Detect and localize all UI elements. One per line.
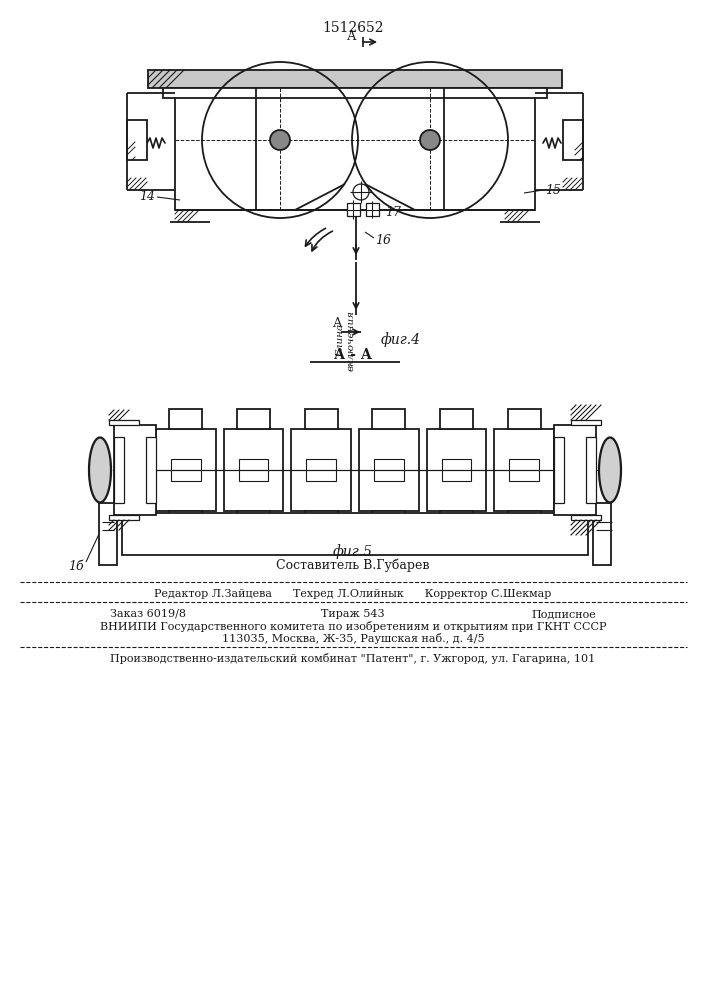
Text: ВНИИПИ Государственного комитета по изобретениям и открытиям при ГКНТ СССР: ВНИИПИ Государственного комитета по изоб… <box>100 621 606 632</box>
Text: 14: 14 <box>139 190 155 204</box>
Text: А: А <box>347 29 357 42</box>
Bar <box>440 511 473 531</box>
Bar <box>127 120 147 160</box>
Bar <box>442 459 472 481</box>
Text: Тираж 543: Тираж 543 <box>321 609 385 619</box>
Text: 113035, Москва, Ж-35, Раушская наб., д. 4/5: 113035, Москва, Ж-35, Раушская наб., д. … <box>222 633 484 644</box>
Bar <box>99 503 117 565</box>
Text: 17: 17 <box>385 206 401 219</box>
Text: Подписное: Подписное <box>531 609 596 619</box>
Bar <box>114 437 124 503</box>
Bar <box>373 511 405 531</box>
Text: Заказ 6019/8: Заказ 6019/8 <box>110 609 186 619</box>
Bar <box>175 88 535 210</box>
Bar <box>238 459 269 481</box>
Bar <box>494 429 554 511</box>
Bar <box>146 437 156 503</box>
Circle shape <box>420 130 440 150</box>
Text: 15: 15 <box>545 184 561 196</box>
Bar <box>563 120 583 160</box>
Bar <box>508 511 541 531</box>
Bar <box>156 429 216 511</box>
Bar <box>509 459 539 481</box>
Bar <box>170 409 202 429</box>
Text: Производственно-издательский комбинат "Патент", г. Ужгород, ул. Гагарина, 101: Производственно-издательский комбинат "П… <box>110 653 595 664</box>
Bar <box>109 515 139 520</box>
Bar <box>237 409 270 429</box>
Bar <box>359 429 419 511</box>
Bar <box>440 409 473 429</box>
Text: 1б: 1б <box>69 560 84 573</box>
Text: 1512652: 1512652 <box>322 21 384 35</box>
Text: 16: 16 <box>375 233 391 246</box>
Ellipse shape <box>599 438 621 502</box>
Bar <box>586 437 596 503</box>
Text: А: А <box>333 317 343 330</box>
Bar <box>163 88 547 98</box>
Bar <box>366 203 379 216</box>
Text: А - А: А - А <box>334 348 372 362</box>
Bar <box>237 511 270 531</box>
Text: фиг.4: фиг.4 <box>381 333 421 347</box>
Bar <box>508 409 541 429</box>
Bar <box>374 459 404 481</box>
Bar <box>426 429 486 511</box>
Text: Редактор Л.Зайцева      Техред Л.Олийнык      Корректор С.Шекмар: Редактор Л.Зайцева Техред Л.Олийнык Корр… <box>154 589 551 599</box>
Ellipse shape <box>89 438 111 502</box>
Bar <box>170 511 202 531</box>
Text: Составитель В.Губарев: Составитель В.Губарев <box>276 558 430 572</box>
Bar <box>148 70 562 88</box>
Bar <box>223 429 284 511</box>
Bar <box>171 459 201 481</box>
Bar <box>291 429 351 511</box>
Bar <box>347 203 360 216</box>
Circle shape <box>270 130 290 150</box>
Text: фиг.5: фиг.5 <box>333 545 373 559</box>
Bar <box>305 409 337 429</box>
Bar <box>373 409 405 429</box>
Bar <box>554 437 564 503</box>
Bar <box>571 420 601 425</box>
Bar <box>109 420 139 425</box>
Bar <box>593 503 611 565</box>
Bar <box>554 425 596 515</box>
Bar <box>114 425 156 515</box>
Text: Глина
включения: Глина включения <box>337 310 356 371</box>
Bar <box>571 515 601 520</box>
Bar <box>122 513 588 555</box>
Bar <box>306 459 336 481</box>
Bar <box>305 511 337 531</box>
